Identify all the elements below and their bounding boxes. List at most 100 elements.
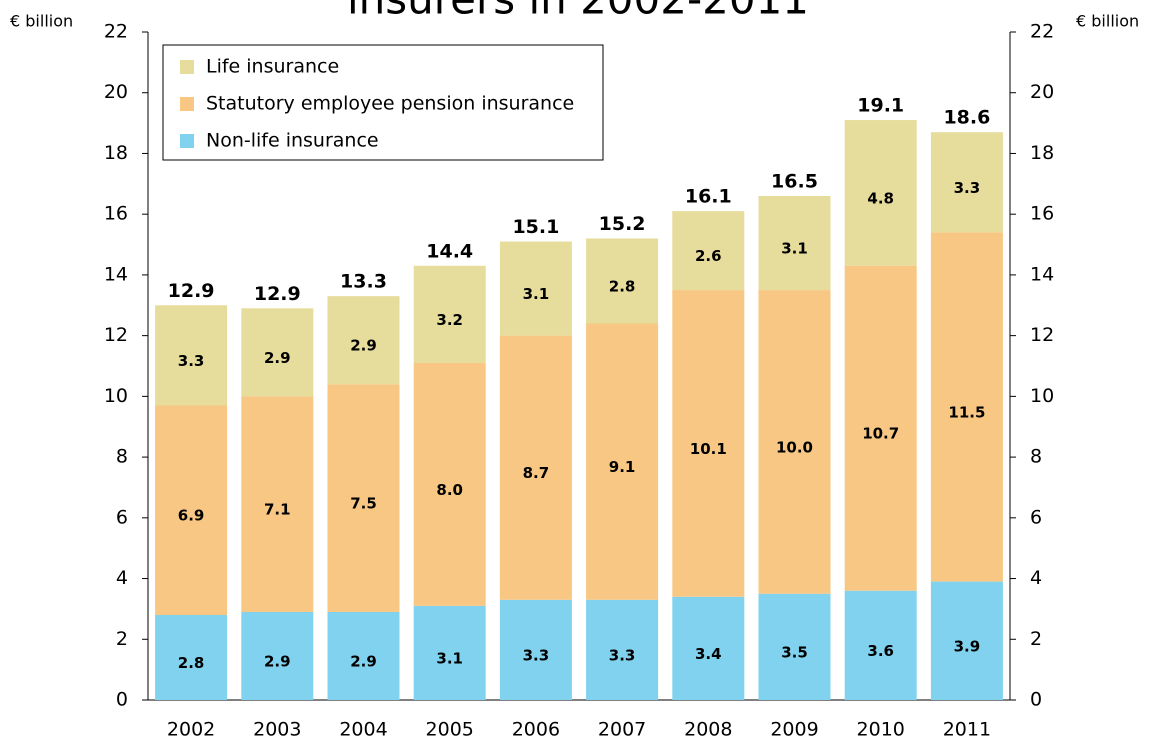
y-tick-label: 14 bbox=[104, 263, 128, 285]
bar-segment bbox=[844, 590, 917, 700]
legend-box bbox=[162, 44, 604, 161]
data-label: 2.8 bbox=[178, 654, 205, 672]
data-label: 2.9 bbox=[264, 652, 291, 670]
y-axis-label: € billion bbox=[10, 12, 73, 31]
data-label: 7.5 bbox=[350, 495, 377, 513]
data-label: 3.1 bbox=[436, 649, 463, 667]
y-tick-label: 20 bbox=[104, 81, 128, 103]
data-label: 2.9 bbox=[264, 349, 291, 367]
x-tick-label: 2006 bbox=[512, 719, 560, 741]
bar-segment bbox=[499, 335, 572, 600]
total-label: 15.2 bbox=[599, 213, 646, 235]
y-tick-label: 12 bbox=[104, 324, 128, 346]
y2-tick-label: 8 bbox=[1030, 446, 1042, 468]
bar-segment bbox=[930, 132, 1003, 233]
data-label: 10.1 bbox=[690, 440, 727, 458]
total-label: 14.4 bbox=[426, 240, 473, 262]
total-label: 13.3 bbox=[340, 271, 387, 293]
x-tick-label: 2008 bbox=[684, 719, 732, 741]
data-label: 8.7 bbox=[523, 464, 550, 482]
y2-tick-label: 6 bbox=[1030, 506, 1042, 528]
legend-label: Non-life insurance bbox=[206, 130, 379, 152]
bar-segment bbox=[844, 120, 917, 266]
total-label: 16.1 bbox=[685, 186, 732, 208]
y2-tick-label: 0 bbox=[1030, 689, 1042, 711]
data-label: 4.8 bbox=[867, 189, 894, 207]
y2-tick-label: 16 bbox=[1030, 203, 1054, 225]
bar-segment bbox=[413, 265, 486, 363]
data-label: 3.3 bbox=[609, 646, 636, 664]
bar-segment bbox=[499, 241, 572, 336]
bar-segment bbox=[155, 614, 228, 700]
bar-segment bbox=[155, 305, 228, 406]
y-tick-label: 22 bbox=[104, 21, 128, 43]
y2-tick-label: 14 bbox=[1030, 263, 1054, 285]
y-tick-label: 18 bbox=[104, 142, 128, 164]
y-tick-label: 16 bbox=[104, 203, 128, 225]
bar-segment bbox=[413, 362, 486, 606]
y2-axis-label: € billion bbox=[1076, 12, 1139, 31]
bar-segment bbox=[930, 232, 1003, 582]
bar-segment bbox=[586, 323, 659, 600]
legend-swatch bbox=[180, 97, 194, 111]
x-tick-label: 2005 bbox=[426, 719, 474, 741]
bar-segment bbox=[672, 211, 745, 291]
bar-segment bbox=[586, 238, 659, 324]
y-tick-label: 6 bbox=[116, 506, 128, 528]
total-label: 12.9 bbox=[168, 280, 215, 302]
data-label: 10.7 bbox=[862, 425, 899, 443]
bar-segment bbox=[413, 605, 486, 700]
bar-segment bbox=[241, 396, 314, 612]
y2-tick-label: 18 bbox=[1030, 142, 1054, 164]
data-label: 3.6 bbox=[867, 642, 894, 660]
legend-label: Statutory employee pension insurance bbox=[206, 93, 574, 115]
data-label: 2.8 bbox=[609, 277, 636, 295]
data-label: 3.4 bbox=[695, 645, 722, 663]
y2-tick-label: 22 bbox=[1030, 21, 1054, 43]
total-label: 19.1 bbox=[857, 95, 904, 117]
data-label: 3.9 bbox=[954, 637, 981, 655]
bar-segment bbox=[327, 611, 400, 700]
bar-segment bbox=[672, 290, 745, 597]
legend-swatch bbox=[180, 134, 194, 148]
bar-segment bbox=[672, 596, 745, 700]
data-label: 8.0 bbox=[436, 481, 463, 499]
total-label: 12.9 bbox=[254, 283, 301, 305]
y2-tick-label: 4 bbox=[1030, 567, 1042, 589]
total-label: 18.6 bbox=[943, 107, 990, 129]
bar-segment bbox=[327, 384, 400, 612]
y-tick-label: 10 bbox=[104, 385, 128, 407]
data-label: 2.6 bbox=[695, 247, 722, 265]
bar-segment bbox=[844, 265, 917, 591]
data-label: 3.1 bbox=[781, 240, 808, 258]
data-label: 3.3 bbox=[523, 646, 550, 664]
data-label: 9.1 bbox=[609, 458, 636, 476]
chart-title: insurers in 2002-2011 bbox=[347, 0, 809, 24]
data-label: 2.9 bbox=[350, 337, 377, 355]
data-label: 11.5 bbox=[948, 403, 985, 421]
y-tick-label: 4 bbox=[116, 567, 128, 589]
y2-tick-label: 20 bbox=[1030, 81, 1054, 103]
data-label: 10.0 bbox=[776, 438, 813, 456]
data-label: 7.1 bbox=[264, 501, 291, 519]
data-label: 3.2 bbox=[436, 311, 463, 329]
data-label: 3.3 bbox=[954, 179, 981, 197]
y2-tick-label: 12 bbox=[1030, 324, 1054, 346]
bar-segment bbox=[327, 296, 400, 385]
bar-segment bbox=[241, 308, 314, 397]
bar-segment bbox=[586, 599, 659, 700]
bar-segment bbox=[758, 195, 831, 291]
legend-label: Life insurance bbox=[206, 56, 339, 78]
y-tick-label: 2 bbox=[116, 628, 128, 650]
data-label: 3.3 bbox=[178, 352, 205, 370]
data-label: 3.5 bbox=[781, 643, 808, 661]
bar-segment bbox=[241, 611, 314, 700]
y-tick-label: 0 bbox=[116, 689, 128, 711]
data-label: 2.9 bbox=[350, 652, 377, 670]
legend-swatch bbox=[180, 60, 194, 74]
x-tick-label: 2010 bbox=[857, 719, 905, 741]
data-label: 3.1 bbox=[523, 285, 550, 303]
x-tick-label: 2007 bbox=[598, 719, 646, 741]
y2-tick-label: 10 bbox=[1030, 385, 1054, 407]
